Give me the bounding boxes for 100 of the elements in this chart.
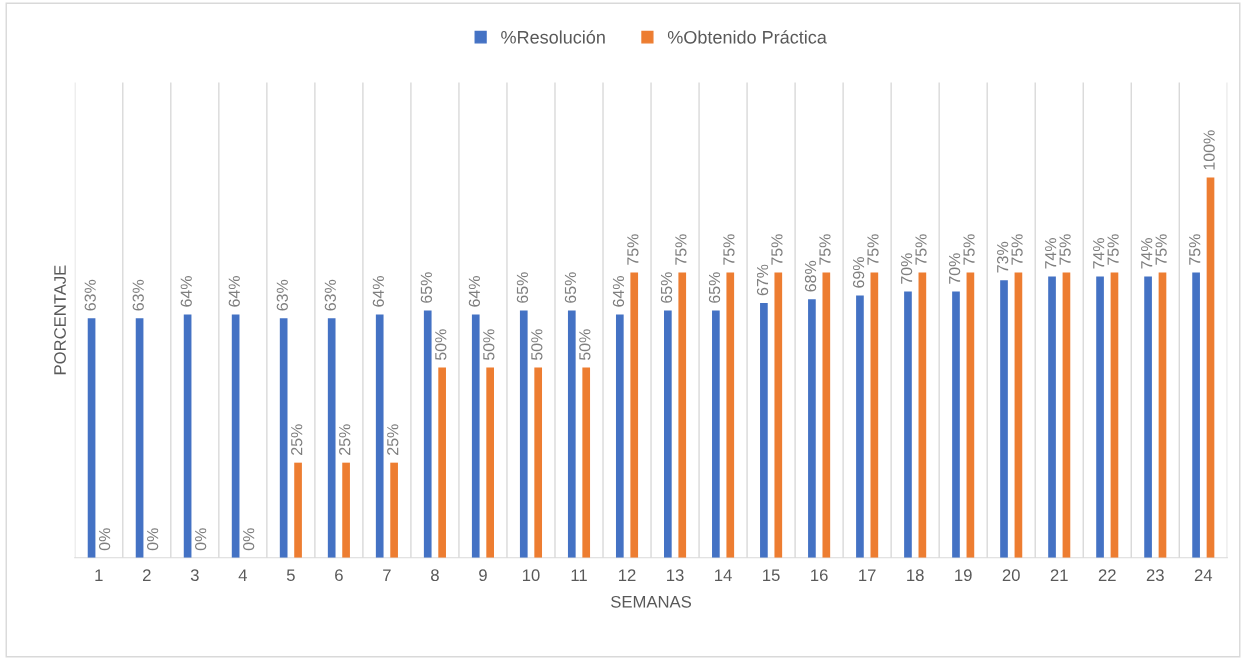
x-tick-label: 10 — [522, 569, 540, 582]
data-label: 50% — [531, 329, 543, 361]
bar — [1158, 272, 1167, 558]
data-label: 69% — [852, 257, 865, 288]
data-label: 67% — [756, 264, 769, 296]
x-tick-label: 12 — [619, 569, 636, 581]
data-label: 0% — [243, 528, 255, 551]
bar — [952, 291, 960, 558]
data-label: 75% — [1011, 234, 1023, 265]
data-label: 63% — [132, 279, 144, 311]
bar — [135, 318, 144, 558]
bar — [231, 314, 240, 558]
data-label: 50% — [483, 329, 495, 361]
data-label: 0% — [98, 528, 111, 551]
data-label: 64% — [180, 276, 192, 307]
bar — [471, 314, 480, 558]
x-tick-label: 20 — [1002, 569, 1020, 582]
bar — [1192, 272, 1200, 558]
bar — [870, 272, 879, 558]
bar — [1062, 272, 1071, 558]
bar — [534, 367, 543, 558]
data-label: 25% — [291, 424, 303, 455]
data-label: 75% — [675, 234, 687, 265]
bar — [183, 314, 192, 558]
data-label: 75% — [867, 234, 879, 265]
data-label: 65% — [516, 272, 529, 303]
x-tick-label: 6 — [335, 569, 343, 582]
x-tick-label: 9 — [479, 569, 487, 582]
x-tick-label: 5 — [286, 569, 295, 582]
data-label: 65% — [660, 272, 673, 303]
bar — [678, 272, 687, 558]
bar — [822, 272, 831, 558]
bar — [664, 310, 672, 558]
x-tick-label: 22 — [1098, 569, 1116, 581]
data-label: 74% — [1141, 238, 1153, 269]
bar — [438, 367, 446, 558]
bar — [1144, 276, 1152, 558]
bar — [279, 318, 288, 558]
data-label: 63% — [84, 279, 96, 311]
x-tick-label: 16 — [811, 569, 828, 582]
data-label: 75% — [627, 234, 639, 265]
x-tick-label: 19 — [955, 569, 972, 582]
bar — [567, 310, 576, 558]
bar — [1206, 177, 1215, 558]
data-label: 75% — [723, 234, 735, 265]
x-tick-label: 24 — [1194, 569, 1213, 581]
x-tick-label: 11 — [571, 569, 587, 581]
data-label: 75% — [819, 234, 831, 265]
bar — [966, 272, 975, 558]
data-label: 65% — [564, 272, 577, 303]
x-tick-label: 8 — [431, 569, 439, 582]
data-label: 73% — [996, 241, 1009, 273]
data-label: 68% — [804, 260, 817, 292]
data-label: 75% — [771, 234, 783, 265]
data-label: 50% — [579, 329, 591, 361]
data-label: 65% — [708, 272, 721, 303]
x-tick-label: 7 — [383, 569, 391, 581]
bar — [390, 462, 398, 558]
data-label: 63% — [276, 279, 288, 311]
data-label: 63% — [324, 279, 336, 311]
x-tick-label: 1 — [95, 569, 103, 581]
data-label: 75% — [1107, 234, 1119, 265]
data-label: 70% — [948, 253, 961, 284]
x-tick-label: 4 — [238, 569, 247, 581]
x-tick-label: 15 — [763, 569, 780, 582]
x-tick-label: 13 — [667, 569, 684, 582]
data-label: 65% — [420, 272, 433, 303]
data-label: 25% — [387, 424, 399, 455]
bar — [87, 318, 96, 558]
data-label: 75% — [915, 234, 927, 265]
data-label: 0% — [146, 528, 159, 551]
bar — [1096, 276, 1104, 558]
data-label: 75% — [1059, 234, 1071, 265]
bar — [615, 314, 624, 558]
bar — [519, 310, 528, 558]
bar — [904, 291, 912, 558]
bar — [486, 367, 494, 558]
bar — [423, 310, 432, 558]
data-label: 75% — [1189, 234, 1201, 265]
data-label: 25% — [339, 424, 351, 455]
data-label: 74% — [1093, 238, 1105, 269]
x-tick-label: 14 — [715, 569, 732, 581]
bar — [1048, 276, 1056, 558]
y-axis-title: PORCENTAJE — [54, 265, 66, 375]
bar — [1110, 272, 1119, 558]
data-label: 74% — [1045, 238, 1057, 269]
bar — [918, 272, 927, 558]
bar — [342, 462, 350, 558]
legend-label: %Resolución — [501, 30, 605, 44]
x-tick-label: 21 — [1050, 569, 1068, 581]
bar — [294, 462, 302, 558]
data-label: 64% — [612, 276, 625, 307]
data-label: 75% — [1155, 234, 1167, 265]
bar — [760, 302, 768, 558]
x-tick-label: 3 — [190, 569, 199, 582]
bar — [808, 299, 816, 558]
bar — [375, 314, 384, 558]
x-tick-label: 17 — [859, 569, 876, 581]
data-label: 100% — [1203, 130, 1215, 170]
bar — [582, 367, 591, 558]
